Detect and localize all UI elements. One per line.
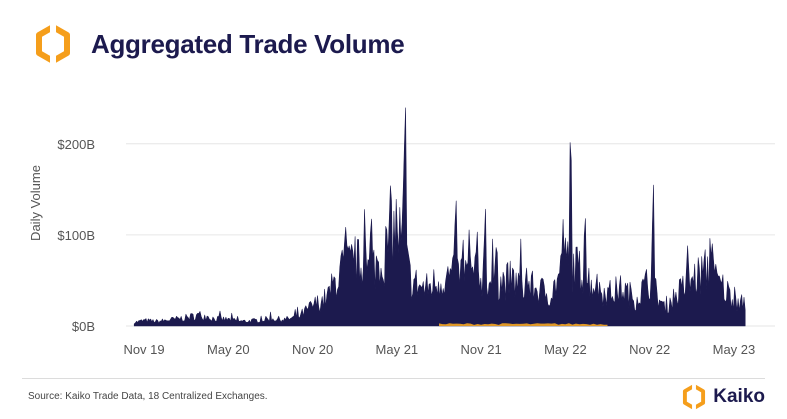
chart: $0B $100B $200B Daily Volume Nov 19 May 20 Nov… xyxy=(28,107,775,357)
header: Aggregated Trade Volume xyxy=(33,22,405,66)
source-note: Source: Kaiko Trade Data, 18 Centralized… xyxy=(28,391,268,402)
x-tick-label: Nov 19 xyxy=(123,342,164,357)
volume-area-series xyxy=(133,107,746,327)
x-tick-label: Nov 22 xyxy=(629,342,670,357)
x-tick-label: Nov 20 xyxy=(292,342,333,357)
chart-title: Aggregated Trade Volume xyxy=(91,28,405,59)
brand: Kaiko xyxy=(681,384,765,410)
x-tick-label: May 20 xyxy=(207,342,250,357)
secondary-area-series xyxy=(439,323,608,326)
x-tick-label: Nov 21 xyxy=(461,342,502,357)
x-tick-label: May 23 xyxy=(713,342,756,357)
footer-divider xyxy=(22,378,765,379)
y-tick-label: $0B xyxy=(72,319,95,334)
y-tick-label: $100B xyxy=(57,228,95,243)
x-tick-label: May 21 xyxy=(376,342,419,357)
brand-name: Kaiko xyxy=(713,386,765,407)
y-axis-label: Daily Volume xyxy=(28,165,43,241)
kaiko-logo-icon xyxy=(36,24,70,64)
y-tick-label: $200B xyxy=(57,137,95,152)
kaiko-brand-icon xyxy=(683,384,706,410)
x-tick-label: May 22 xyxy=(544,342,587,357)
